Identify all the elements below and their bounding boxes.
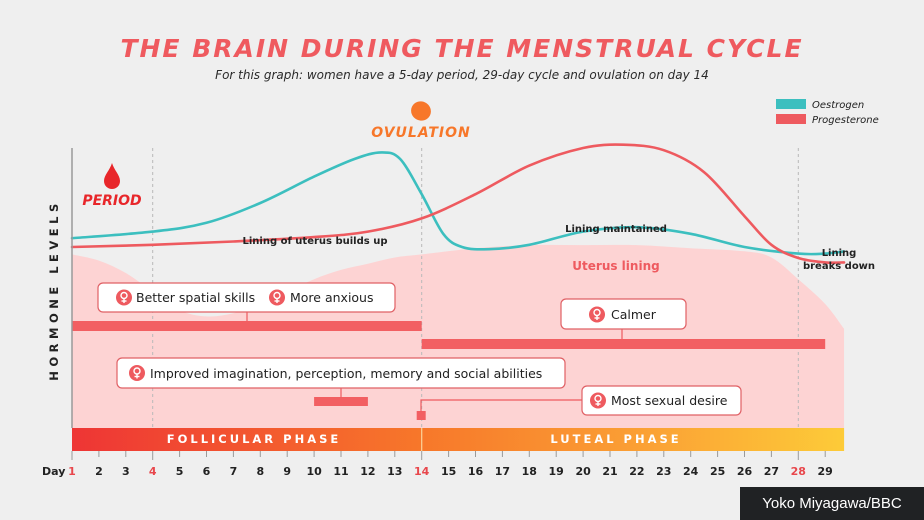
x-tick-label-17: 17 bbox=[495, 465, 510, 478]
x-tick-label-5: 5 bbox=[176, 465, 184, 478]
x-tick-label-14: 14 bbox=[414, 465, 430, 478]
phase-bar bbox=[72, 428, 845, 451]
x-tick-label-2: 2 bbox=[95, 465, 103, 478]
callout-imagination: Improved imagination, perception, memory… bbox=[116, 357, 566, 398]
effect-more-anxious: More anxious bbox=[290, 290, 374, 305]
legend-label-oestrogen: Oestrogen bbox=[812, 100, 864, 111]
egg-icon bbox=[411, 101, 431, 121]
legend-swatch-oestrogen bbox=[776, 99, 806, 109]
x-tick-label-24: 24 bbox=[683, 465, 699, 478]
effect-bar-2 bbox=[421, 339, 826, 349]
series-line-oestrogen bbox=[70, 151, 846, 256]
period-label: PERIOD bbox=[82, 193, 141, 209]
series-line-progesterone bbox=[70, 143, 846, 265]
legend: Oestrogen Progesterone bbox=[776, 99, 879, 126]
x-tick-label-28: 28 bbox=[791, 465, 806, 478]
x-tick-label-20: 20 bbox=[575, 465, 591, 478]
x-tick-label-25: 25 bbox=[710, 465, 725, 478]
x-tick-label-21: 21 bbox=[602, 465, 617, 478]
callout-spatial-anxious: Better spatial skills More anxious bbox=[97, 282, 396, 321]
lining-breaks-note-line1: Lining bbox=[822, 248, 857, 259]
x-tick-label-26: 26 bbox=[737, 465, 753, 478]
x-tick-label-15: 15 bbox=[441, 465, 456, 478]
x-tick-label-29: 29 bbox=[818, 465, 833, 478]
effect-most-sexual-desire: Most sexual desire bbox=[611, 393, 728, 408]
photo-credit: Yoko Miyagawa/BBC bbox=[740, 487, 924, 520]
effect-bar-4 bbox=[416, 411, 426, 420]
effect-calmer: Calmer bbox=[611, 307, 657, 322]
lining-maintained-note: Lining maintained bbox=[565, 224, 667, 235]
x-tick-label-1: 1 bbox=[68, 465, 76, 478]
x-tick-label-7: 7 bbox=[230, 465, 238, 478]
x-tick-label-13: 13 bbox=[387, 465, 402, 478]
effect-bar-0 bbox=[72, 321, 422, 331]
callout-sexual-desire: Most sexual desire bbox=[420, 385, 742, 416]
x-tick-label-16: 16 bbox=[468, 465, 484, 478]
chart-subtitle: For this graph: women have a 5-day perio… bbox=[215, 68, 709, 82]
lining-builds-note: Lining of uterus builds up bbox=[243, 236, 388, 247]
x-tick-label-9: 9 bbox=[283, 465, 291, 478]
x-tick-label-27: 27 bbox=[764, 465, 779, 478]
female-symbol-icon bbox=[116, 289, 132, 306]
ovulation-label: OVULATION bbox=[371, 125, 470, 141]
effect-bar-3 bbox=[314, 397, 368, 406]
chart-title: THE BRAIN DURING THE MENSTRUAL CYCLE bbox=[120, 34, 804, 63]
x-axis-label: Day bbox=[42, 465, 65, 478]
blood-drop-icon bbox=[104, 163, 120, 189]
x-tick-label-19: 19 bbox=[549, 465, 564, 478]
female-symbol-icon bbox=[589, 306, 605, 323]
x-tick-label-8: 8 bbox=[256, 465, 264, 478]
uterus-lining-label: Uterus lining bbox=[572, 259, 659, 273]
x-tick-label-6: 6 bbox=[203, 465, 211, 478]
legend-label-progesterone: Progesterone bbox=[812, 115, 879, 126]
female-symbol-icon bbox=[129, 365, 145, 381]
callout-calmer: Calmer bbox=[560, 298, 687, 339]
x-tick-label-23: 23 bbox=[656, 465, 671, 478]
x-tick-label-4: 4 bbox=[149, 465, 157, 478]
female-symbol-icon bbox=[269, 289, 285, 306]
female-symbol-icon bbox=[590, 392, 606, 409]
phase-luteal-label: LUTEAL PHASE bbox=[550, 432, 681, 446]
x-tick-label-12: 12 bbox=[360, 465, 375, 478]
lining-breaks-note-line2: breaks down bbox=[803, 261, 875, 272]
legend-swatch-progesterone bbox=[776, 114, 806, 124]
phase-follicular-label: FOLLICULAR PHASE bbox=[167, 432, 342, 446]
effect-better-spatial-skills: Better spatial skills bbox=[136, 290, 255, 305]
x-tick-label-11: 11 bbox=[333, 465, 348, 478]
x-tick-label-18: 18 bbox=[522, 465, 537, 478]
y-axis-label: HORMONE LEVELS bbox=[47, 199, 61, 381]
x-tick-label-22: 22 bbox=[629, 465, 644, 478]
effect-improved-abilities: Improved imagination, perception, memory… bbox=[150, 366, 542, 381]
x-tick-label-10: 10 bbox=[306, 465, 322, 478]
x-tick-label-3: 3 bbox=[122, 465, 130, 478]
